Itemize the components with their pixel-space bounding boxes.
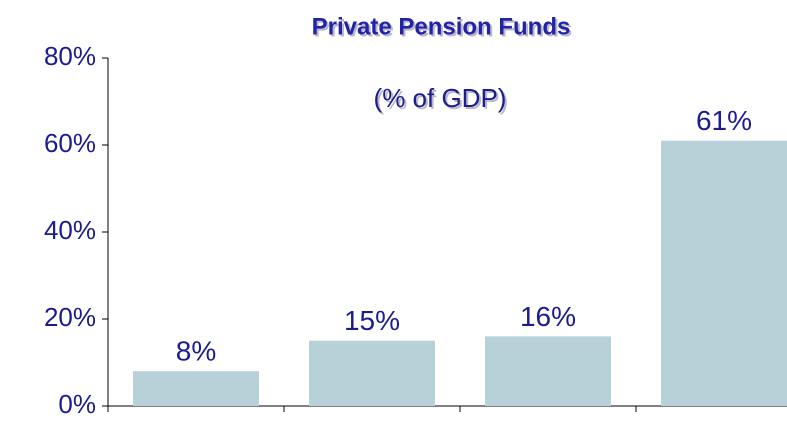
chart-subtitle-shadow: (% of GDP) (376, 85, 509, 115)
bar (309, 340, 435, 406)
chart-title: Private Pension Funds (312, 13, 571, 40)
bar (133, 371, 259, 406)
value-label: 61% (696, 105, 752, 136)
value-label: 16% (520, 301, 576, 332)
value-label: 8% (176, 336, 216, 367)
value-label: 15% (344, 305, 400, 336)
bar (661, 140, 787, 406)
y-tick-label: 60% (44, 128, 96, 158)
bar (485, 336, 611, 406)
y-tick-label: 80% (44, 41, 96, 71)
y-tick-label: 0% (58, 389, 96, 419)
chart-title-shadow: Private Pension Funds (314, 15, 573, 42)
y-tick-label: 20% (44, 302, 96, 332)
y-tick-label: 40% (44, 215, 96, 245)
chart-subtitle: (% of GDP) (374, 83, 507, 113)
